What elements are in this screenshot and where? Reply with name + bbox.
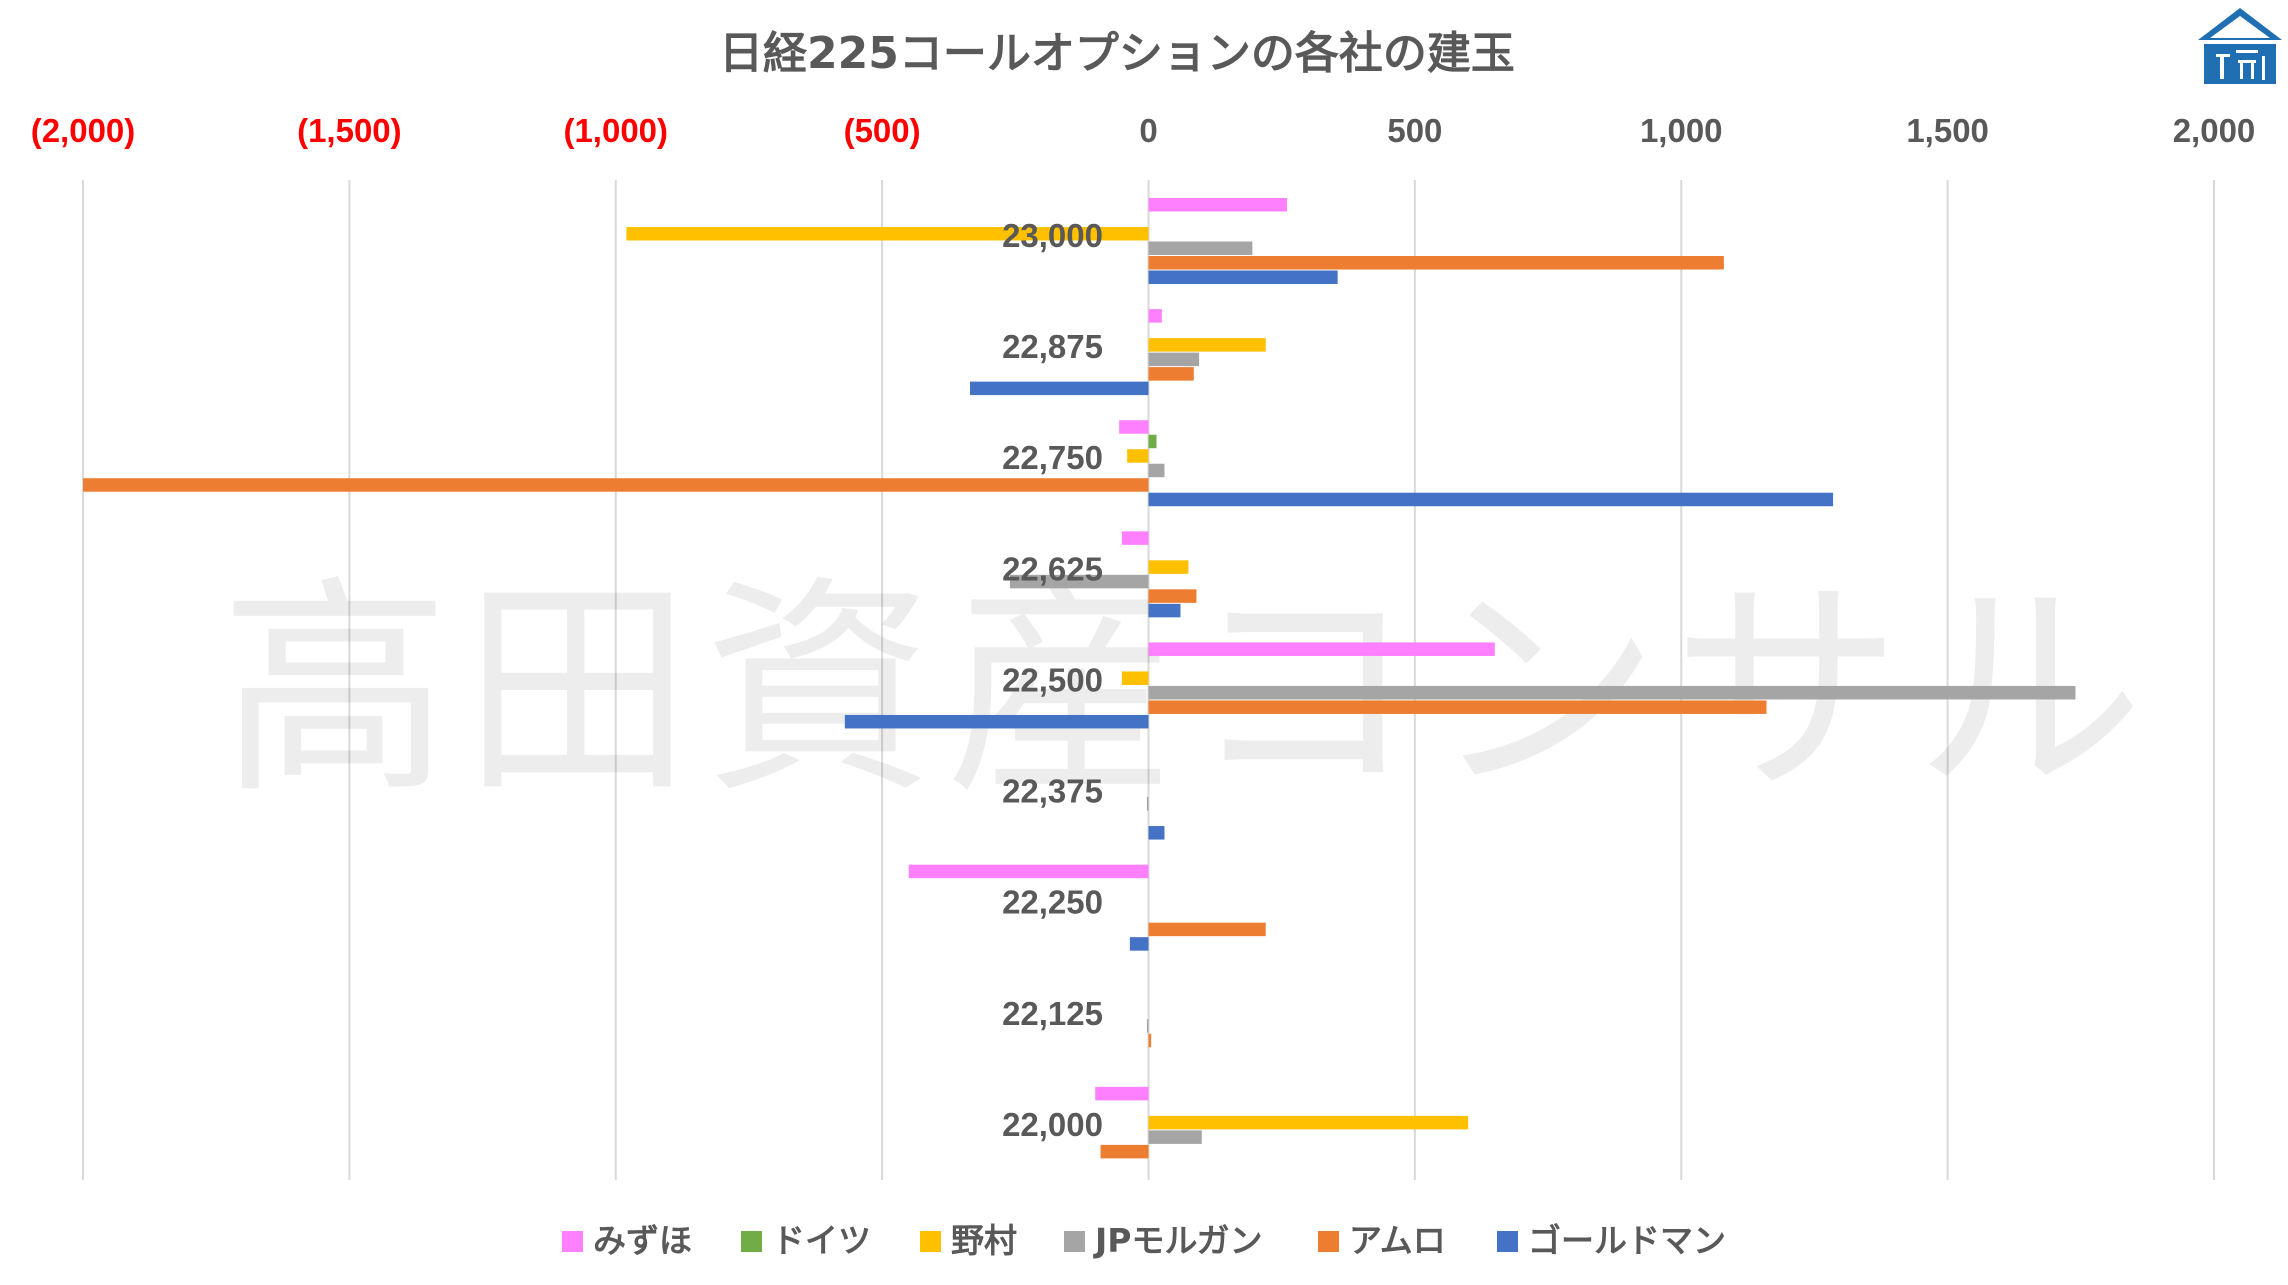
legend-swatch: [1064, 1231, 1085, 1252]
bars: [83, 198, 2076, 1159]
bar: [1148, 560, 1189, 574]
legend-label: みずほ: [593, 1221, 692, 1260]
legend-swatch: [562, 1231, 583, 1252]
legend-label: ドイツ: [772, 1221, 871, 1260]
category-label: 22,000: [1002, 1106, 1103, 1143]
bar: [1146, 797, 1149, 811]
bar: [1095, 1086, 1149, 1101]
bar: [1148, 352, 1200, 367]
legend-swatch: [1318, 1231, 1339, 1252]
category-label: 22,375: [1002, 773, 1103, 810]
legend-label: 野村: [951, 1221, 1017, 1260]
bar: [1148, 922, 1266, 937]
bar: [1146, 1019, 1149, 1033]
bar: [1127, 449, 1149, 463]
legend: みずほ ドイツ 野村 JPモルガン アムロ ゴールドマン: [562, 1221, 1726, 1260]
bar: [1148, 256, 1724, 270]
category-label: 22,125: [1002, 995, 1103, 1032]
x-tick-label: 2,000: [2173, 112, 2256, 149]
bar: [1009, 574, 1149, 589]
bar: [1148, 270, 1338, 284]
category-label: 22,750: [1002, 439, 1103, 476]
category-label: 22,625: [1002, 550, 1103, 587]
bar: [1148, 241, 1253, 255]
chart-title: 日経225コールオプションの各社の建玉: [719, 28, 1515, 79]
x-tick-label: (1,500): [297, 112, 402, 149]
legend-swatch: [920, 1231, 941, 1252]
bar: [1148, 1130, 1202, 1144]
bar: [1148, 492, 1834, 507]
category-label: 22,250: [1002, 884, 1103, 921]
category-label: 23,000: [1002, 217, 1103, 254]
x-tick-label: (2,000): [31, 112, 136, 149]
bar: [1148, 1033, 1152, 1048]
category-label: 22,500: [1002, 661, 1103, 698]
bar: [1148, 700, 1767, 714]
x-tick-label: 1,500: [1906, 112, 1989, 149]
x-axis-ticks: (2,000) (1,500) (1,000) (500) 0 500 1,000 1,500…: [31, 112, 2256, 149]
bar: [1148, 198, 1288, 212]
legend-label: ゴールドマン: [1528, 1221, 1726, 1260]
bar: [1148, 367, 1194, 381]
x-tick-label: (1,000): [563, 112, 668, 149]
bar: [1148, 463, 1165, 478]
bar: [844, 714, 1149, 729]
bar: [1119, 420, 1149, 434]
bar: [1148, 642, 1495, 656]
bar: [1148, 685, 2076, 700]
bar: [1148, 603, 1181, 618]
bar: [1148, 338, 1266, 352]
bar: [1148, 309, 1162, 323]
bar: [908, 864, 1149, 879]
bar: [1121, 671, 1149, 685]
bar: [1148, 1115, 1469, 1130]
bar: [1129, 937, 1149, 951]
x-tick-label: 500: [1387, 112, 1442, 149]
bar: [1100, 1144, 1149, 1159]
legend-label: JPモルガン: [1093, 1221, 1262, 1260]
legend-swatch: [741, 1231, 762, 1252]
building-logo: [2198, 8, 2282, 84]
bar: [1121, 531, 1149, 545]
bar: [1148, 434, 1157, 449]
bar: [626, 227, 1149, 241]
x-tick-label: (500): [844, 112, 921, 149]
category-label: 22,875: [1002, 328, 1103, 365]
x-tick-label: 1,000: [1640, 112, 1723, 149]
category-labels: 23,000 22,875 22,750 22,625 22,500 22,375 22,2…: [1002, 217, 1103, 1143]
x-tick-label: 0: [1139, 112, 1157, 149]
bar: [970, 381, 1149, 396]
bar: [1148, 826, 1165, 840]
legend-swatch: [1497, 1231, 1518, 1252]
bar: [1148, 589, 1197, 603]
legend-label: アムロ: [1349, 1221, 1446, 1260]
bar: [83, 478, 1149, 492]
